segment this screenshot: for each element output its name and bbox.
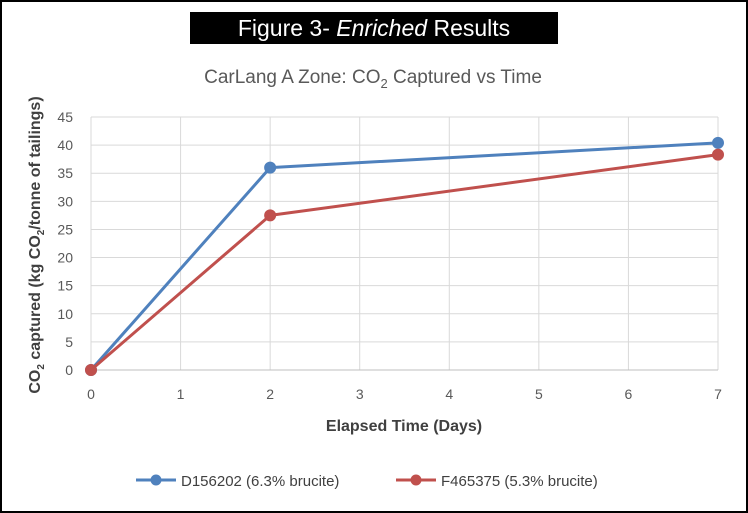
data-point <box>264 161 277 174</box>
banner-emphasis: Enriched <box>336 15 428 41</box>
legend-marker <box>150 474 162 486</box>
banner-suffix: Results <box>427 15 511 41</box>
data-series <box>85 136 724 376</box>
x-tick-label: 7 <box>714 386 722 402</box>
y-axis-title: CO2 captured (kg CO2/tonne of tailings) <box>27 96 47 393</box>
legend: D156202 (6.3% brucite) F465375 (5.3% bruc… <box>136 473 598 490</box>
y-tick-label: 10 <box>57 306 73 322</box>
data-point <box>85 364 97 376</box>
banner-prefix: Figure 3- <box>237 15 337 41</box>
x-tick-label: 5 <box>535 386 543 402</box>
x-tick-label: 6 <box>625 386 633 402</box>
x-axis-title: Elapsed Time (Days) <box>326 418 482 435</box>
y-tick-label: 5 <box>65 334 73 350</box>
x-tick-labels: 0 1 2 3 4 5 6 7 <box>87 386 722 402</box>
y-tick-labels: 0 5 10 15 20 25 30 35 40 45 <box>57 109 73 378</box>
y-tick-label: 35 <box>57 165 73 181</box>
x-tick-label: 2 <box>266 386 274 402</box>
figure-banner: Figure 3- Enriched Results <box>190 12 558 44</box>
chart-title: CarLang A Zone: CO2 Captured vs Time <box>204 67 542 91</box>
y-tick-label: 45 <box>57 109 73 125</box>
gridlines <box>90 116 719 371</box>
x-tick-label: 0 <box>87 386 95 402</box>
data-point <box>712 136 724 149</box>
y-tick-label: 20 <box>57 250 73 266</box>
y-tick-label: 40 <box>57 137 73 153</box>
data-point <box>264 209 277 222</box>
legend-item: D156202 (6.3% brucite) <box>136 473 339 490</box>
legend-marker <box>410 474 422 486</box>
x-tick-label: 1 <box>177 386 185 402</box>
legend-label: D156202 (6.3% brucite) <box>181 473 339 490</box>
y-tick-label: 15 <box>57 278 73 294</box>
legend-item: F465375 (5.3% brucite) <box>396 473 598 490</box>
y-tick-label: 30 <box>57 193 73 209</box>
x-tick-label: 4 <box>445 386 453 402</box>
x-tick-label: 3 <box>356 386 364 402</box>
data-point <box>712 148 724 161</box>
series-line <box>89 141 719 371</box>
legend-label: F465375 (5.3% brucite) <box>441 473 598 490</box>
y-tick-label: 25 <box>57 221 73 237</box>
y-tick-label: 0 <box>65 362 73 378</box>
